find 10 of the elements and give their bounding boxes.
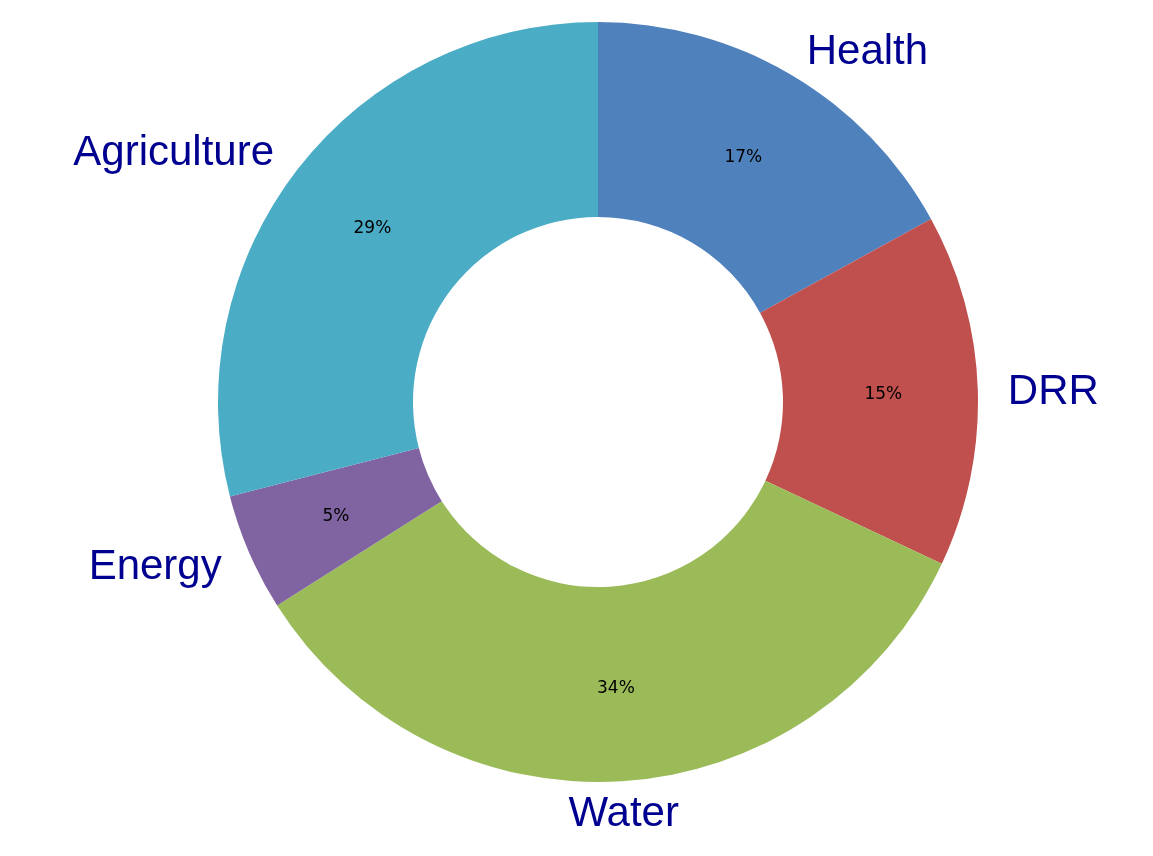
data-label: 5%: [322, 505, 350, 526]
data-label: 15%: [864, 383, 903, 404]
slice-label: Agriculture: [73, 127, 275, 175]
slice-label: Health: [806, 25, 929, 73]
slice-label: Water: [568, 787, 679, 835]
slice-label: Energy: [88, 541, 222, 589]
data-label: 34%: [597, 676, 635, 697]
data-label: 29%: [353, 217, 392, 238]
slice-label: DRR: [1007, 365, 1099, 413]
data-label: 17%: [724, 146, 763, 167]
